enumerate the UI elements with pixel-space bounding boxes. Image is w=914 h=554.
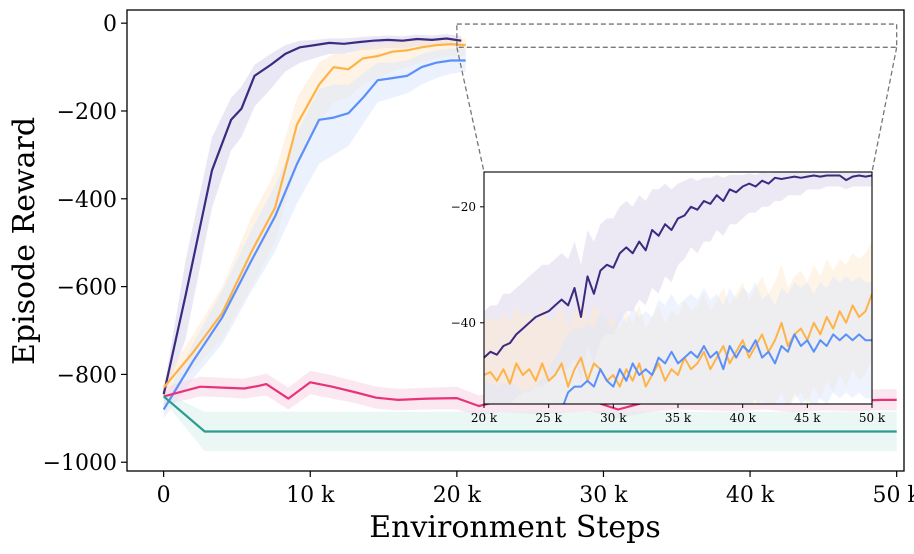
series-line-blue [162,59,466,411]
inset-y-tick-label: −40 [451,316,476,330]
main-y-ticks: 0 −200 −400 −600 −800 −1000 [43,12,127,476]
inset-x-tick-label: 35 k [665,411,692,425]
inset-y-ticks: −20 −40 [451,200,484,330]
main-axes-frame [126,9,905,472]
inset-plot: 20 k 25 k 30 k 35 k 40 k 45 k 50 k −20 −40 [451,171,886,425]
x-tick-label: 0 [157,483,171,508]
inset-y-tick-label: −20 [451,200,476,214]
x-axis-label: Environment Steps [369,510,661,545]
inset-series-line-blue [562,333,872,404]
inset-x-tick-label: 50 k [859,411,886,425]
inset-x-ticks: 20 k 25 k 30 k 35 k 40 k 45 k 50 k [471,404,886,425]
zoom-box [456,23,898,48]
y-tick-label: −600 [57,276,117,301]
inset-series-line-dark-purple [484,174,872,359]
x-tick-label: 40 k [726,483,775,508]
main-x-ticks: 0 10 k 20 k 30 k 40 k 50 k [157,471,914,508]
inset-x-tick-label: 25 k [535,411,562,425]
inset-x-tick-label: 40 k [729,411,756,425]
zoom-connector-right [871,47,898,173]
series-line-orange [162,43,466,389]
inset-x-tick-label: 20 k [471,411,498,425]
y-axis-label: Episode Reward [7,117,42,365]
x-tick-label: 10 k [286,483,335,508]
band-dark-purple [163,34,462,399]
inset-x-tick-label: 30 k [600,411,627,425]
inset-x-tick-label: 45 k [794,411,821,425]
y-tick-label: 0 [103,12,117,37]
band-blue [163,48,466,419]
y-tick-label: −1000 [43,451,117,476]
series-line-dark-purple [162,37,462,395]
inset-lines [484,174,872,404]
zoom-connector-left [456,47,485,173]
zoom-indicator [456,23,898,173]
x-tick-label: 50 k [873,483,914,508]
series-line-teal [162,395,897,433]
y-tick-label: −800 [57,363,117,388]
y-tick-label: −400 [57,188,117,213]
x-tick-label: 20 k [433,483,482,508]
inset-band-blue [484,276,872,404]
band-teal [163,392,897,452]
y-tick-label: −200 [57,100,117,125]
x-tick-label: 30 k [579,483,628,508]
